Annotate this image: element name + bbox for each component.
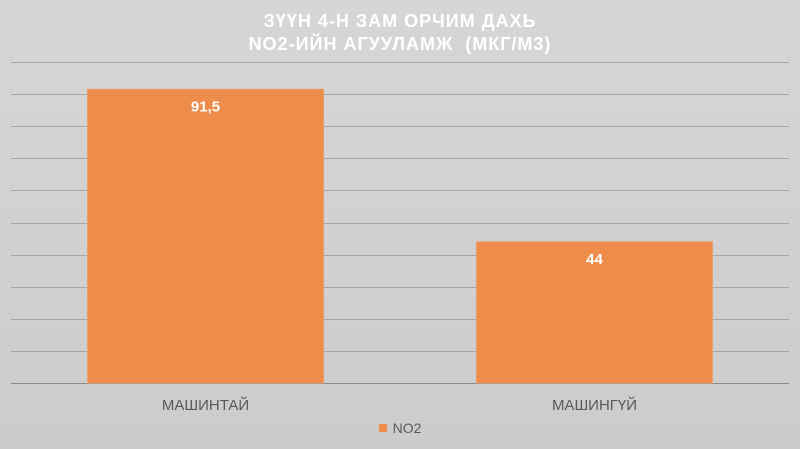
bar-mashintai bbox=[87, 88, 324, 384]
x-tick-label: МАШИНТАЙ bbox=[162, 396, 249, 414]
legend-label-no2: NO2 bbox=[392, 420, 422, 436]
legend-swatch-no2 bbox=[378, 424, 387, 432]
legend: NO2 bbox=[0, 420, 800, 436]
x-tick-label: МАШИНГҮЙ bbox=[552, 396, 637, 414]
chart-title-line-2: NO2-ИЙН АГУУЛАМЖ (МКГ/М3) bbox=[248, 34, 552, 54]
chart-title: ЗҮҮН 4-Н ЗАМ ОРЧИМ ДАХЬ NO2-ИЙН АГУУЛАМЖ… bbox=[0, 10, 800, 56]
bar-mashingui bbox=[476, 241, 713, 384]
data-label: 44 bbox=[586, 251, 603, 268]
chart-title-line-1: ЗҮҮН 4-Н ЗАМ ОРЧИМ ДАХЬ bbox=[263, 11, 537, 31]
data-label: 91,5 bbox=[191, 98, 220, 115]
